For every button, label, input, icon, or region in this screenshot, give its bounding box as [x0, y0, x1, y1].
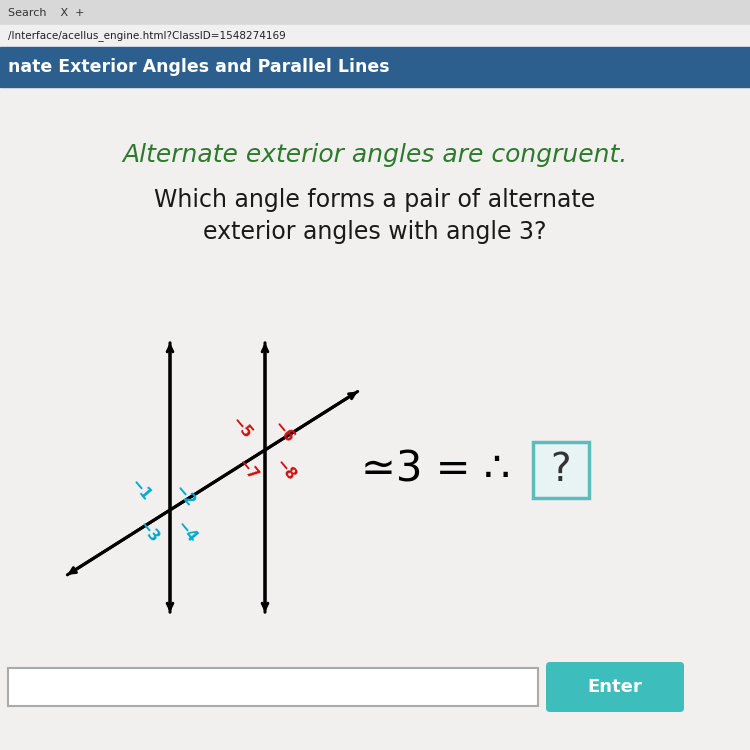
Text: −1: −1 [127, 476, 153, 504]
Bar [0, 25, 750, 47]
Text: exterior angles with angle 3?: exterior angles with angle 3? [203, 220, 547, 244]
Text: −5: −5 [228, 414, 254, 442]
Text: Search    X  +: Search X + [8, 8, 85, 17]
Text: −6: −6 [270, 419, 296, 446]
Bar [0, 47, 750, 87]
Bar [8, 668, 538, 706]
Bar [0, 0, 750, 25]
Bar [0, 87, 750, 750]
Text: nate Exterior Angles and Parallel Lines: nate Exterior Angles and Parallel Lines [8, 58, 390, 76]
Text: −2: −2 [171, 482, 197, 510]
FancyBboxPatch shape [533, 442, 589, 498]
FancyBboxPatch shape [546, 662, 684, 712]
Text: Enter: Enter [588, 678, 642, 696]
Text: /Interface/acellus_engine.html?ClassID=1548274169: /Interface/acellus_engine.html?ClassID=1… [8, 31, 286, 41]
Text: ≃3 = ∴: ≃3 = ∴ [361, 449, 510, 491]
Text: Which angle forms a pair of alternate: Which angle forms a pair of alternate [154, 188, 596, 212]
Text: Alternate exterior angles are congruent.: Alternate exterior angles are congruent. [122, 143, 628, 167]
Text: −4: −4 [172, 518, 200, 546]
Text: ?: ? [550, 451, 572, 489]
Text: −3: −3 [135, 518, 161, 546]
Text: −7: −7 [234, 456, 260, 484]
Text: −8: −8 [272, 456, 298, 484]
